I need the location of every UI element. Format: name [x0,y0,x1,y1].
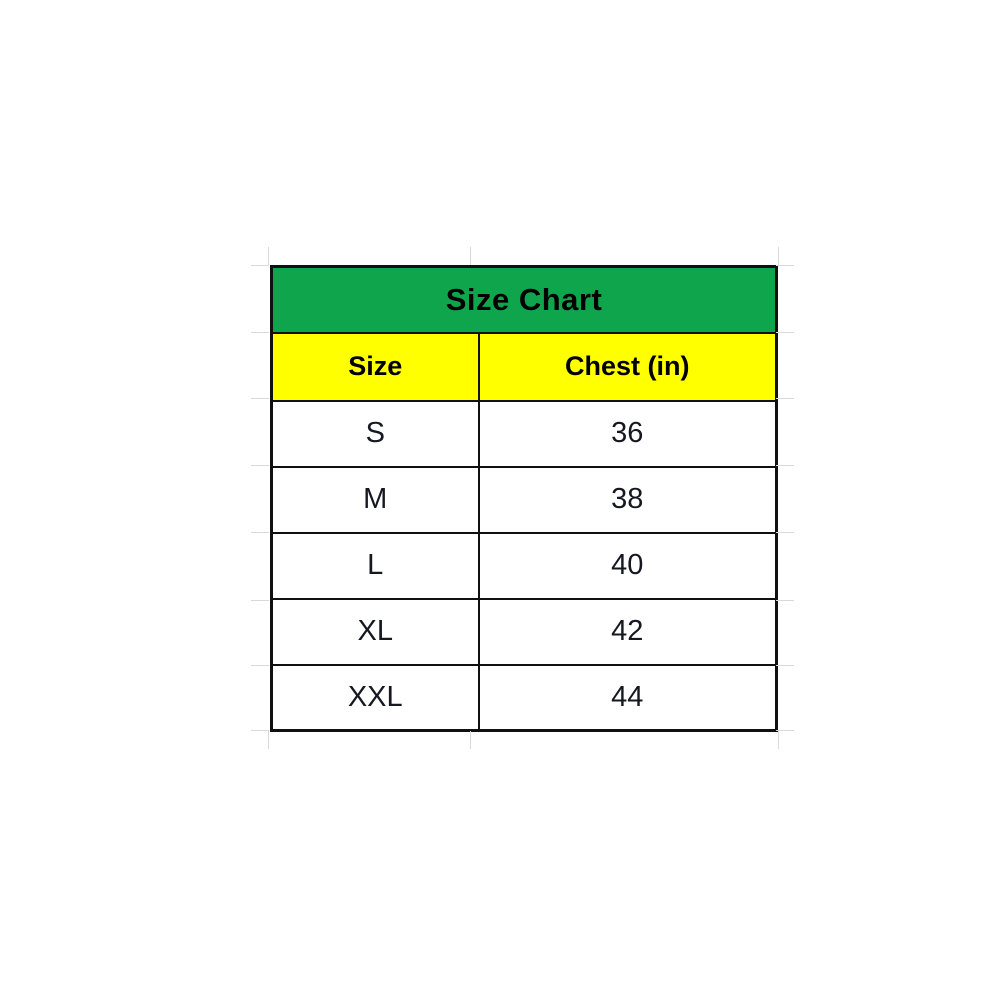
table-title: Size Chart [270,265,778,334]
size-chart-table: Size Chart Size Chest (in) S 36 M 38 L 4… [270,265,779,732]
table-row: XL 42 [270,597,778,666]
spreadsheet-gridline-stub [251,465,269,466]
chest-cell: 42 [477,597,778,666]
spreadsheet-gridline-stub [776,265,794,266]
spreadsheet-gridline-stub [776,332,794,333]
size-cell: M [270,465,480,534]
spreadsheet-gridline-stub [778,731,779,749]
spreadsheet-gridline-stub [251,665,269,666]
table-row: XXL 44 [270,663,778,732]
column-header-size: Size [270,331,480,402]
spreadsheet-gridline-stub [268,731,269,749]
spreadsheet-gridline-stub [776,532,794,533]
table-header-row: Size Chest (in) [270,331,778,402]
spreadsheet-gridline-stub [251,730,269,731]
size-cell: XL [270,597,480,666]
column-header-chest: Chest (in) [477,331,778,402]
size-cell: L [270,531,480,600]
spreadsheet-gridline-stub [776,465,794,466]
spreadsheet-gridline-stub [251,265,269,266]
size-cell: S [270,399,480,468]
spreadsheet-gridline-stub [470,247,471,265]
spreadsheet-gridline-stub [470,731,471,749]
spreadsheet-gridline-stub [776,398,794,399]
spreadsheet-gridline-stub [776,665,794,666]
spreadsheet-gridline-stub [251,532,269,533]
table-row: L 40 [270,531,778,600]
table-row: S 36 [270,399,778,468]
chest-cell: 40 [477,531,778,600]
spreadsheet-gridline-stub [776,730,794,731]
spreadsheet-gridline-stub [251,600,269,601]
chest-cell: 36 [477,399,778,468]
spreadsheet-gridline-stub [268,247,269,265]
spreadsheet-gridline-stub [251,332,269,333]
chest-cell: 44 [477,663,778,732]
spreadsheet-gridline-stub [776,600,794,601]
table-row: M 38 [270,465,778,534]
size-cell: XXL [270,663,480,732]
spreadsheet-gridline-stub [251,398,269,399]
table-title-row: Size Chart [270,265,778,334]
chest-cell: 38 [477,465,778,534]
spreadsheet-gridline-stub [778,247,779,265]
